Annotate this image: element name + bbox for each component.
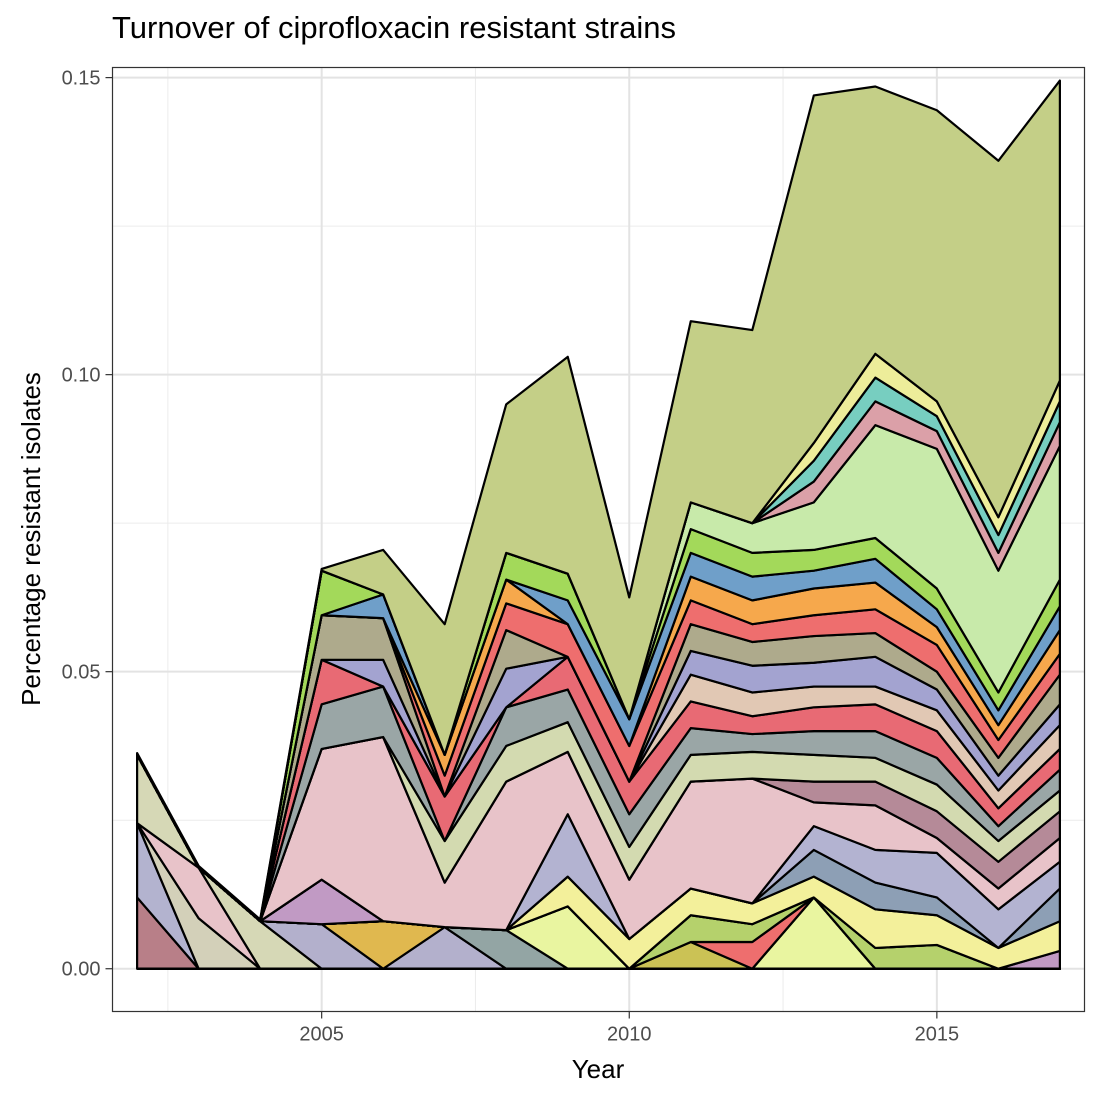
x-tick-label: 2015 [915,1024,960,1046]
x-axis-title: Year [572,1054,625,1084]
area-series-33 [136,79,1061,923]
y-tick-label: 0.00 [62,959,101,981]
y-tick-label: 0.15 [62,68,101,90]
x-tick-label: 2005 [299,1024,344,1046]
chart-title: Turnover of ciprofloxacin resistant stra… [112,10,676,45]
x-tick-label: 2010 [607,1024,652,1046]
y-axis-title: Percentage resistant isolates [16,372,46,706]
plot-border [111,66,1086,1013]
y-tick-label: 0.05 [62,662,101,684]
y-tick-label: 0.10 [62,365,101,387]
y-axis: 0.00 0.05 0.10 0.15 [62,68,113,981]
x-axis: 2005 2010 2015 [299,1011,960,1046]
